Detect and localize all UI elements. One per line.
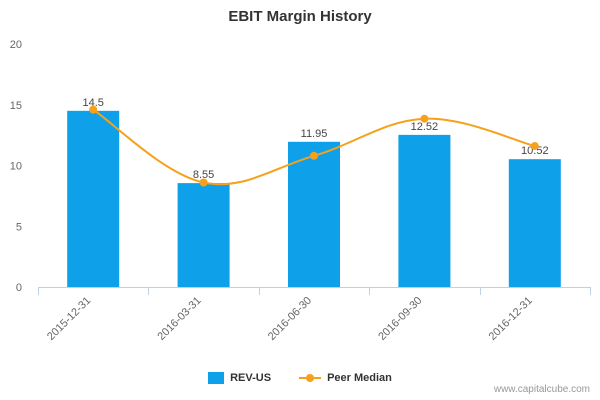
chart-title: EBIT Margin History [228, 8, 372, 25]
legend-line-label: Peer Median [327, 372, 392, 384]
y-tick-label: 15 [10, 100, 22, 112]
legend-item-line[interactable]: Peer Median [299, 372, 392, 384]
peer-median-point [310, 151, 318, 160]
bar [177, 183, 230, 287]
bar [508, 159, 561, 287]
bar-data-label: 10.52 [521, 145, 549, 157]
legend: REV-US Peer Median [0, 372, 600, 384]
bar [67, 110, 120, 287]
x-tick-label: 2015-12-31 [45, 295, 93, 343]
x-tick-label: 2016-09-30 [376, 295, 424, 343]
bar-data-label: 8.55 [193, 169, 214, 181]
bar-data-label: 11.95 [301, 128, 328, 140]
peer-median-point [89, 105, 98, 114]
bar-data-label: 14.5 [82, 97, 103, 109]
x-tick-label: 2016-03-31 [155, 295, 203, 343]
peer-median-point [530, 142, 539, 151]
peer-median-point [420, 114, 429, 123]
legend-bar-swatch [208, 372, 225, 384]
legend-bar-label: REV-US [230, 372, 272, 384]
bar [288, 141, 340, 287]
y-tick-label: 0 [16, 282, 22, 294]
peer-median-point [199, 178, 208, 187]
y-tick-label: 10 [10, 161, 22, 173]
x-tick-label: 2016-06-30 [266, 295, 314, 343]
y-tick-label: 5 [16, 221, 22, 233]
y-tick-label: 20 [10, 39, 22, 51]
credit-text: www.capitalcube.com [493, 384, 590, 395]
legend-line-swatch [299, 372, 322, 384]
x-tick-label: 2016-12-31 [487, 295, 535, 343]
legend-item-bar[interactable]: REV-US [208, 372, 271, 384]
bar [398, 134, 451, 287]
bar-data-label: 12.52 [411, 121, 439, 133]
